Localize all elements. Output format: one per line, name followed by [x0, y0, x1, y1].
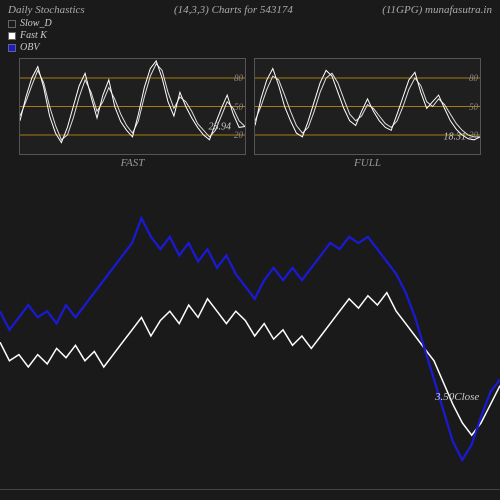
- legend-item-fast: Fast K: [8, 30, 492, 42]
- mini-axis-label: 80: [469, 73, 478, 83]
- main-chart-svg: [0, 181, 500, 491]
- legend-item-slow: Slow_D: [8, 18, 492, 30]
- mini-end-value: 28.94: [209, 121, 232, 132]
- mini-chart-full-wrapper: 20 50 80 18.31 FULL: [254, 58, 481, 169]
- main-chart: 3.50Close: [0, 181, 500, 491]
- legend-swatch-slow: [8, 20, 16, 28]
- legend-swatch-obv: [8, 44, 16, 52]
- bottom-divider: [0, 489, 500, 490]
- legend-item-obv: OBV: [8, 42, 492, 54]
- legend: Slow_D Fast K OBV: [0, 18, 500, 54]
- header-right: (11GPG) munafasutra.in: [382, 4, 492, 16]
- mini-axis-label: 50: [469, 102, 478, 112]
- legend-swatch-fast: [8, 32, 16, 40]
- mini-chart-full: 20 50 80 18.31: [254, 58, 481, 155]
- mini-title-full: FULL: [254, 157, 481, 169]
- mini-title-fast: FAST: [19, 157, 246, 169]
- mini-axis-label: 50: [234, 102, 243, 112]
- mini-chart-fast-wrapper: 20 50 80 28.94 FAST: [19, 58, 246, 169]
- mini-chart-fast: 20 50 80 28.94: [19, 58, 246, 155]
- mini-axis-label: 20: [469, 130, 478, 140]
- mini-axis-label: 80: [234, 73, 243, 83]
- legend-label-obv: OBV: [20, 42, 39, 54]
- header-center: (14,3,3) Charts for 543174: [174, 4, 293, 16]
- header-left: Daily Stochastics: [8, 4, 85, 16]
- mini-end-value: 18.31: [444, 131, 467, 142]
- close-label: 3.50Close: [435, 391, 479, 403]
- mini-axis-label: 20: [234, 130, 243, 140]
- legend-label-slow: Slow_D: [20, 18, 52, 30]
- mini-chart-fast-svg: [20, 59, 245, 154]
- legend-label-fast: Fast K: [20, 30, 47, 42]
